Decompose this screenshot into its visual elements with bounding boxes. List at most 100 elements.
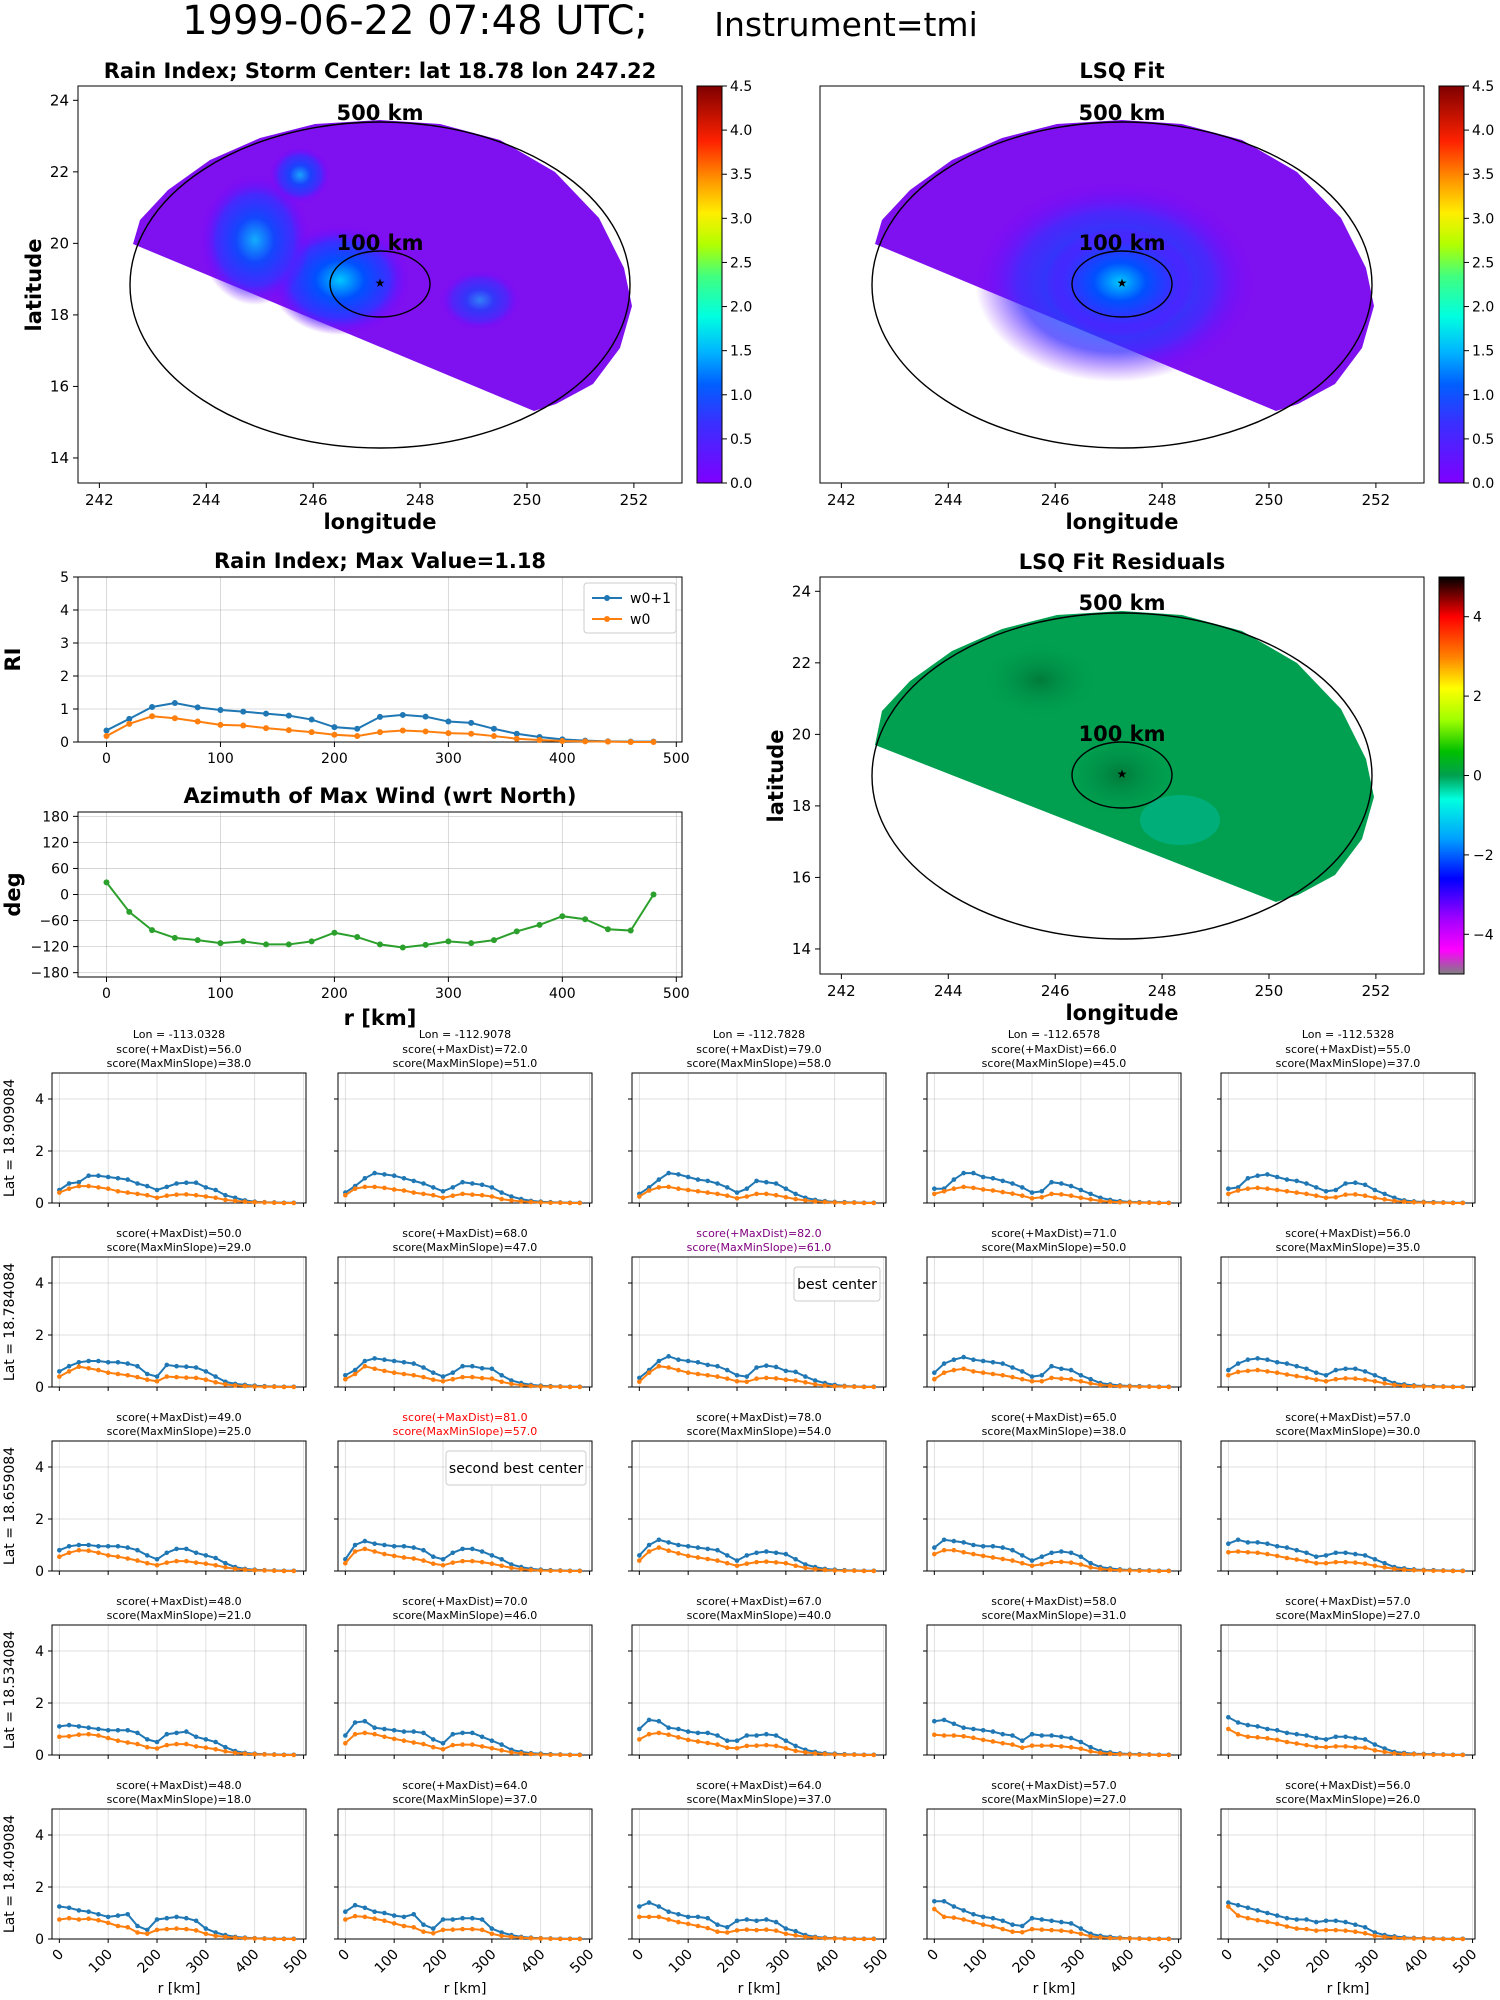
cell-point-w0 bbox=[1117, 1383, 1123, 1389]
cell-point-w0p1 bbox=[971, 1170, 976, 1176]
cell-xtick-label: 200 bbox=[1304, 1947, 1334, 1977]
cell-point-w0 bbox=[382, 1551, 387, 1557]
cell-point-w0 bbox=[421, 1741, 426, 1747]
cell-point-w0p1 bbox=[1019, 1738, 1025, 1743]
cell-point-w0 bbox=[281, 1752, 287, 1758]
cell-point-w0 bbox=[646, 1731, 652, 1737]
chart-xlabel: r [km] bbox=[344, 1006, 417, 1030]
cell-point-w0 bbox=[489, 1561, 495, 1567]
cell-lon-title: Lon = -112.9078 bbox=[419, 1028, 511, 1041]
cell-frame bbox=[51, 1072, 307, 1204]
cell-point-w0p1 bbox=[450, 1550, 456, 1556]
cell-point-w0 bbox=[1265, 1551, 1270, 1557]
cell-point-w0 bbox=[401, 1371, 407, 1377]
cell-point-w0 bbox=[1401, 1199, 1407, 1204]
cell-point-w0 bbox=[1362, 1193, 1368, 1199]
cell-point-w0 bbox=[57, 1554, 62, 1559]
cell-point-w0p1 bbox=[1235, 1537, 1241, 1543]
cell-point-w0p1 bbox=[382, 1357, 387, 1362]
cell-point-w0 bbox=[1333, 1194, 1339, 1200]
cell-point-w0 bbox=[1401, 1567, 1407, 1572]
cell-score-maxminslope: score(MaxMinSlope)=25.0 bbox=[107, 1425, 252, 1438]
cell-point-w0 bbox=[656, 1185, 662, 1190]
series-point bbox=[194, 937, 201, 944]
cell-point-w0 bbox=[548, 1936, 553, 1942]
resid-colorbar-tick-label: 2 bbox=[1473, 689, 1482, 705]
cell-point-w0 bbox=[450, 1742, 456, 1748]
profile-cell: score(+MaxDist)=57.0score(MaxMinSlope)=3… bbox=[1217, 1411, 1476, 1575]
cell-point-w0p1 bbox=[961, 1354, 966, 1360]
cell-point-w0 bbox=[1362, 1930, 1368, 1936]
cell-point-w0 bbox=[242, 1383, 248, 1389]
cell-point-w0 bbox=[715, 1742, 720, 1747]
cell-point-w0 bbox=[421, 1191, 426, 1197]
cell-point-w0 bbox=[1068, 1929, 1074, 1935]
cell-point-w0 bbox=[499, 1933, 504, 1939]
cell-point-w0p1 bbox=[666, 1909, 671, 1914]
cell-point-w0 bbox=[291, 1200, 297, 1206]
cell-point-w0p1 bbox=[744, 1553, 750, 1558]
map-ytick-label: 14 bbox=[792, 940, 811, 958]
cell-point-w0 bbox=[724, 1376, 730, 1381]
cell-point-w0p1 bbox=[57, 1904, 62, 1909]
cell-point-w0p1 bbox=[764, 1549, 769, 1554]
cell-point-w0 bbox=[1117, 1199, 1123, 1205]
cell-xtick-label: 200 bbox=[135, 1947, 165, 1977]
cell-point-w0 bbox=[1137, 1568, 1142, 1574]
cell-point-w0p1 bbox=[754, 1365, 759, 1370]
cell-point-w0 bbox=[1029, 1378, 1035, 1384]
cell-frame bbox=[51, 1256, 307, 1388]
cell-point-w0p1 bbox=[715, 1363, 720, 1369]
cell-point-w0 bbox=[861, 1936, 867, 1942]
cell-point-w0 bbox=[1440, 1384, 1446, 1390]
cell-point-w0 bbox=[842, 1200, 847, 1206]
cell-point-w0 bbox=[822, 1751, 828, 1757]
series-point bbox=[217, 940, 224, 947]
cell-point-w0p1 bbox=[1294, 1363, 1300, 1369]
cell-point-w0p1 bbox=[479, 1182, 485, 1188]
cell-point-w0 bbox=[460, 1742, 465, 1747]
cell-point-w0 bbox=[646, 1549, 652, 1554]
cell-point-w0p1 bbox=[783, 1926, 789, 1931]
series-point bbox=[377, 729, 383, 736]
cell-point-w0 bbox=[724, 1193, 730, 1199]
cell-point-w0p1 bbox=[724, 1738, 730, 1743]
map-ytick-label: 18 bbox=[792, 797, 811, 815]
cell-point-w0 bbox=[518, 1199, 524, 1204]
cell-point-w0 bbox=[1166, 1752, 1172, 1758]
cell-point-w0p1 bbox=[1255, 1356, 1260, 1361]
cell-point-w0p1 bbox=[154, 1739, 160, 1745]
cell-point-w0 bbox=[734, 1563, 740, 1569]
cell-point-w0 bbox=[343, 1741, 348, 1746]
cell-point-w0 bbox=[1411, 1199, 1417, 1205]
colorbar-tick-label: 4.0 bbox=[730, 123, 752, 139]
cell-point-w0 bbox=[1000, 1926, 1006, 1932]
cell-point-w0 bbox=[1343, 1192, 1348, 1197]
cell-frame bbox=[337, 1808, 593, 1940]
cell-point-w0p1 bbox=[685, 1358, 691, 1364]
cell-point-w0p1 bbox=[793, 1369, 798, 1375]
cell-point-w0p1 bbox=[1313, 1919, 1319, 1925]
cell-line-w0p1 bbox=[933, 1538, 1169, 1572]
cell-point-w0 bbox=[1274, 1370, 1280, 1375]
cell-xtick-label: 500 bbox=[1156, 1947, 1186, 1977]
cell-point-w0 bbox=[1000, 1556, 1006, 1562]
cell-point-w0 bbox=[223, 1565, 228, 1570]
cell-ytick-label: 0 bbox=[35, 1196, 44, 1212]
cell-point-w0 bbox=[430, 1377, 436, 1383]
cell-point-w0p1 bbox=[450, 1185, 456, 1190]
cell-point-w0p1 bbox=[401, 1544, 407, 1549]
cell-point-w0p1 bbox=[961, 1908, 966, 1913]
cell-point-w0 bbox=[86, 1548, 91, 1554]
cell-point-w0p1 bbox=[144, 1553, 150, 1558]
cell-point-w0 bbox=[252, 1751, 258, 1757]
cell-point-w0 bbox=[1323, 1378, 1329, 1384]
chart-ylabel: deg bbox=[1, 872, 25, 916]
chart-ytick-label: −60 bbox=[39, 914, 69, 930]
cell-point-w0 bbox=[557, 1568, 563, 1574]
cell-point-w0 bbox=[705, 1190, 711, 1195]
cell-point-w0 bbox=[1029, 1563, 1035, 1569]
cell-point-w0p1 bbox=[773, 1550, 779, 1556]
cell-point-w0 bbox=[135, 1741, 140, 1747]
cell-point-w0p1 bbox=[1343, 1550, 1348, 1556]
